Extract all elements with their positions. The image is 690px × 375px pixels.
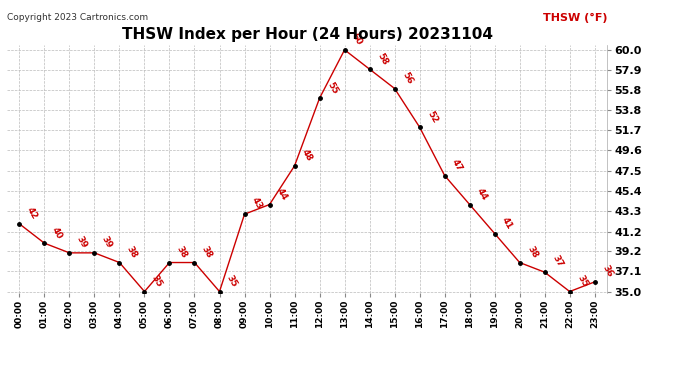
Text: 38: 38 — [525, 244, 540, 260]
Text: 47: 47 — [450, 157, 464, 173]
Text: 44: 44 — [275, 186, 289, 202]
Text: 35: 35 — [225, 273, 239, 289]
Text: 39: 39 — [100, 235, 114, 250]
Text: 37: 37 — [550, 254, 564, 269]
Text: 41: 41 — [500, 215, 514, 231]
Text: 56: 56 — [400, 70, 414, 86]
Text: 55: 55 — [325, 80, 339, 95]
Text: 52: 52 — [425, 109, 440, 124]
Text: 60: 60 — [350, 32, 364, 47]
Text: 43: 43 — [250, 196, 264, 211]
Text: 38: 38 — [200, 244, 214, 260]
Text: 40: 40 — [50, 225, 64, 240]
Text: Copyright 2023 Cartronics.com: Copyright 2023 Cartronics.com — [7, 13, 148, 22]
Text: 36: 36 — [600, 264, 614, 279]
Text: 38: 38 — [175, 244, 189, 260]
Text: 35: 35 — [150, 273, 164, 289]
Text: 48: 48 — [300, 148, 314, 163]
Title: THSW Index per Hour (24 Hours) 20231104: THSW Index per Hour (24 Hours) 20231104 — [121, 27, 493, 42]
Text: 44: 44 — [475, 186, 489, 202]
Text: 42: 42 — [25, 206, 39, 221]
Text: 58: 58 — [375, 51, 389, 66]
Text: 39: 39 — [75, 235, 89, 250]
Text: THSW (°F): THSW (°F) — [543, 13, 607, 23]
Text: 38: 38 — [125, 244, 139, 260]
Text: 35: 35 — [575, 273, 589, 289]
